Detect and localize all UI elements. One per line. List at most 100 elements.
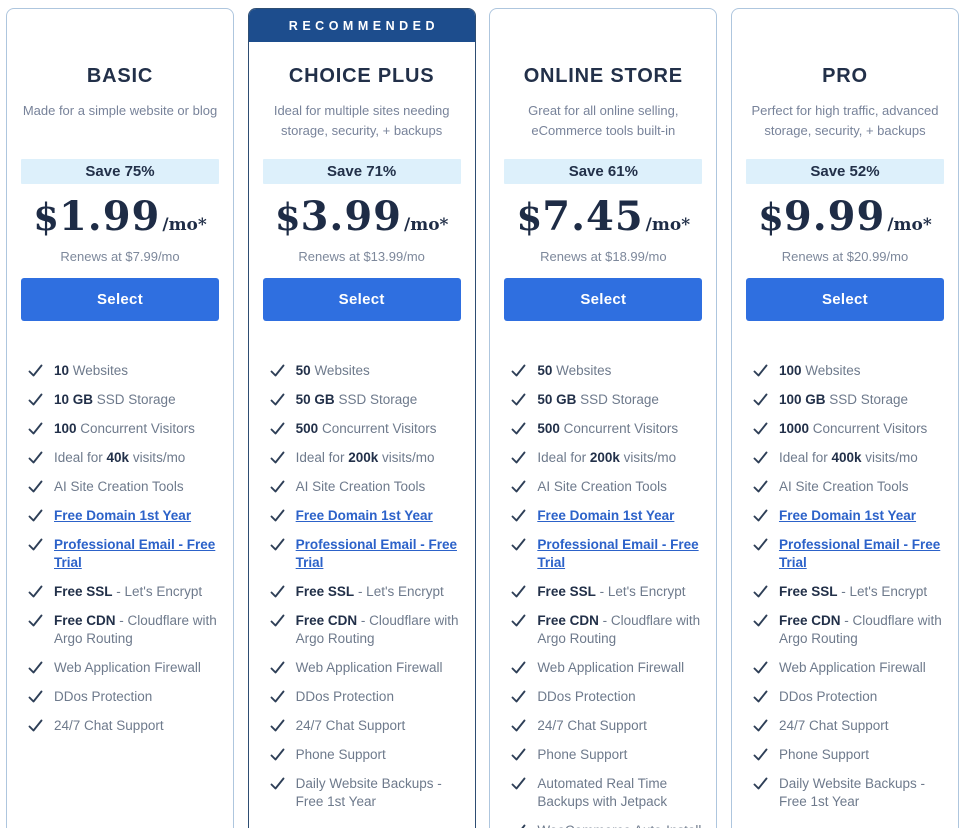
- feature-text: Ideal for 40k visits/mo: [54, 449, 185, 467]
- feature-text-part: DDos Protection: [54, 689, 153, 704]
- feature-item: DDos Protection: [270, 688, 461, 706]
- check-icon: [270, 661, 285, 674]
- feature-text-part: Professional Email - Free Trial: [537, 537, 699, 570]
- price-amount: 1.99: [58, 193, 161, 240]
- check-icon: [270, 422, 285, 435]
- select-button[interactable]: Select: [21, 278, 219, 321]
- plan-header: ONLINE STORE Great for all online sellin…: [504, 65, 702, 159]
- select-button[interactable]: Select: [504, 278, 703, 321]
- feature-text-part: 500: [537, 421, 560, 436]
- feature-link[interactable]: Professional Email - Free Trial: [296, 536, 461, 572]
- check-icon: [270, 509, 285, 522]
- feature-text-part: Professional Email - Free Trial: [295, 537, 457, 570]
- select-button[interactable]: Select: [262, 278, 461, 321]
- feature-text-part: DDos Protection: [295, 689, 394, 704]
- feature-item: AI Site Creation Tools: [753, 478, 944, 496]
- feature-item: AI Site Creation Tools: [511, 478, 702, 496]
- feature-text-part: AI Site Creation Tools: [54, 479, 184, 494]
- check-icon: [28, 480, 43, 493]
- feature-item: Ideal for 200k visits/mo: [270, 449, 461, 467]
- feature-text-part: DDos Protection: [778, 689, 878, 704]
- feature-text: DDos Protection: [54, 688, 152, 706]
- feature-link[interactable]: Free Domain 1st Year: [296, 507, 433, 525]
- feature-item: Daily Website Backups - Free 1st Year: [270, 775, 461, 811]
- feature-item: Web Application Firewall: [511, 659, 702, 677]
- feature-text: Free SSL - Let's Encrypt: [537, 583, 685, 601]
- feature-text-part: Phone Support: [295, 747, 386, 762]
- feature-text-part: Ideal for: [778, 450, 832, 465]
- feature-item: Free Domain 1st Year: [28, 507, 219, 525]
- feature-link[interactable]: Free Domain 1st Year: [54, 507, 191, 525]
- feature-text: Free CDN - Cloudflare with Argo Routing: [779, 612, 944, 648]
- check-icon: [270, 538, 285, 551]
- feature-text: AI Site Creation Tools: [54, 478, 184, 496]
- feature-item: 50 Websites: [270, 362, 461, 380]
- feature-list: 50 Websites 50 GB SSD Storage 500 Concurre…: [504, 362, 702, 828]
- feature-text-part: - Let's Encrypt: [354, 584, 444, 599]
- check-icon: [270, 719, 285, 732]
- feature-item: Phone Support: [270, 746, 461, 764]
- feature-text-part: 100: [54, 421, 77, 436]
- feature-item: WooCommerce Auto-Install: [511, 822, 702, 828]
- feature-text: DDos Protection: [296, 688, 394, 706]
- feature-text: 50 Websites: [537, 362, 611, 380]
- feature-link[interactable]: Free Domain 1st Year: [779, 507, 916, 525]
- feature-item: 24/7 Chat Support: [28, 717, 219, 735]
- plan-card-body: BASIC Made for a simple website or blog …: [7, 9, 233, 828]
- price-amount: 7.45: [542, 193, 644, 240]
- feature-text-part: - Let's Encrypt: [837, 584, 928, 599]
- check-icon: [753, 509, 768, 522]
- feature-text-part: - Cloudflare with Argo Routing: [537, 613, 701, 646]
- check-icon: [753, 748, 768, 761]
- check-icon: [28, 364, 43, 377]
- check-icon: [511, 509, 526, 522]
- check-icon: [753, 364, 768, 377]
- check-icon: [270, 393, 285, 406]
- feature-text-part: Professional Email - Free Trial: [778, 537, 941, 570]
- feature-item: 500 Concurrent Visitors: [511, 420, 702, 438]
- feature-link[interactable]: Professional Email - Free Trial: [54, 536, 219, 572]
- feature-text: Phone Support: [537, 746, 627, 764]
- plan-card-body: CHOICE PLUS Ideal for multiple sites nee…: [249, 42, 475, 828]
- plan-price: $1.99/mo*: [21, 193, 219, 246]
- feature-item: 50 GB SSD Storage: [511, 391, 702, 409]
- feature-text-part: Daily Website Backups - Free 1st Year: [295, 776, 442, 809]
- feature-text-part: 24/7 Chat Support: [778, 718, 889, 733]
- feature-link[interactable]: Professional Email - Free Trial: [779, 536, 944, 572]
- check-icon: [511, 690, 526, 703]
- renewal-price: Renews at $18.99/mo: [540, 249, 667, 264]
- feature-text: Daily Website Backups - Free 1st Year: [779, 775, 944, 811]
- plan-card: BASIC Made for a simple website or blog …: [6, 8, 234, 828]
- plan-price: $7.45/mo*: [504, 193, 702, 246]
- feature-text: 50 GB SSD Storage: [296, 391, 418, 409]
- select-button[interactable]: Select: [745, 278, 944, 321]
- feature-link[interactable]: Free Domain 1st Year: [537, 507, 674, 525]
- feature-item: 1000 Concurrent Visitors: [753, 420, 944, 438]
- feature-text-part: 400k: [831, 450, 862, 465]
- feature-text-part: SSD Storage: [93, 392, 176, 407]
- feature-text-part: Free Domain 1st Year: [295, 508, 433, 523]
- check-icon: [511, 777, 526, 790]
- check-icon: [511, 661, 526, 674]
- check-icon: [270, 690, 285, 703]
- feature-text-part: Free SSL: [537, 584, 596, 599]
- check-icon: [28, 451, 43, 464]
- feature-text: Phone Support: [296, 746, 386, 764]
- feature-text-part: 200k: [589, 450, 620, 465]
- price-suffix: /mo*: [887, 215, 932, 235]
- feature-text: 100 Concurrent Visitors: [54, 420, 195, 438]
- feature-text-part: Concurrent Visitors: [559, 421, 679, 436]
- feature-list: 100 Websites 100 GB SSD Storage 1000 Concu…: [746, 362, 944, 822]
- feature-text: 24/7 Chat Support: [54, 717, 164, 735]
- feature-item: DDos Protection: [28, 688, 219, 706]
- feature-text: 100 Websites: [779, 362, 861, 380]
- plan-description: Perfect for high traffic, advanced stora…: [751, 103, 939, 139]
- feature-text-part: 50: [537, 363, 553, 378]
- feature-text-part: Free SSL: [778, 584, 838, 599]
- feature-text-part: 24/7 Chat Support: [295, 718, 406, 733]
- check-icon: [511, 719, 526, 732]
- check-icon: [28, 393, 43, 406]
- feature-link[interactable]: Professional Email - Free Trial: [537, 536, 702, 572]
- feature-text: Ideal for 200k visits/mo: [537, 449, 676, 467]
- feature-text: 24/7 Chat Support: [296, 717, 406, 735]
